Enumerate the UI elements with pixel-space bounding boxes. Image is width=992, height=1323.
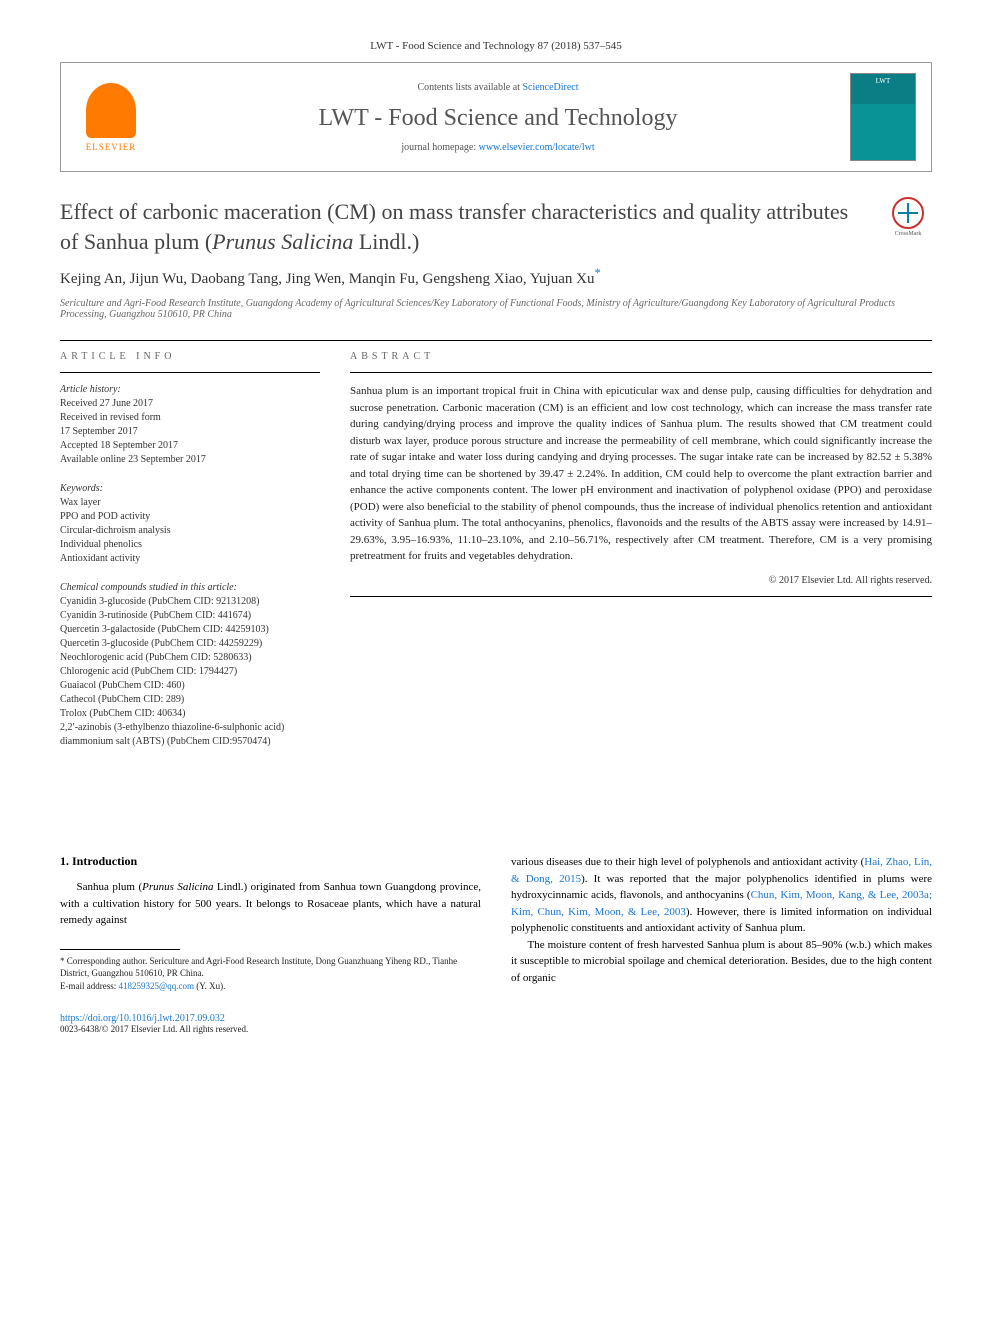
homepage-line: journal homepage: www.elsevier.com/locat… (146, 142, 850, 153)
affiliation: Sericulture and Agri-Food Research Insti… (60, 298, 932, 320)
info-abstract-row: ARTICLE INFO Article history: Received 2… (60, 351, 932, 764)
title-italic: Prunus Salicina (212, 229, 353, 254)
elsevier-logo: ELSEVIER (76, 77, 146, 157)
keyword-item: Individual phenolics (60, 538, 320, 552)
crossmark-badge[interactable]: CrossMark (884, 197, 932, 245)
elsevier-tree-icon (86, 83, 136, 138)
para1-part1: Sanhua plum ( (77, 881, 143, 893)
rule-top (60, 340, 932, 341)
article-title: Effect of carbonic maceration (CM) on ma… (60, 197, 864, 256)
homepage-link[interactable]: www.elsevier.com/locate/lwt (479, 142, 595, 153)
history-block: Article history: Received 27 June 2017 R… (60, 383, 320, 467)
history-item: Received in revised form (60, 411, 320, 425)
keyword-item: Wax layer (60, 496, 320, 510)
masthead-center: Contents lists available at ScienceDirec… (146, 82, 850, 153)
compound-item: Guaiacol (PubChem CID: 460) (60, 679, 320, 693)
compound-item: Cyanidin 3-rutinoside (PubChem CID: 4416… (60, 609, 320, 623)
doi-line: https://doi.org/10.1016/j.lwt.2017.09.03… (60, 1013, 932, 1024)
crossmark-label: CrossMark (895, 231, 922, 237)
section-heading: 1. Introduction (60, 854, 481, 869)
cover-label: LWT (854, 77, 912, 85)
history-item: 17 September 2017 (60, 425, 320, 439)
history-item: Available online 23 September 2017 (60, 453, 320, 467)
abstract-column: ABSTRACT Sanhua plum is an important tro… (350, 351, 932, 764)
publisher-name: ELSEVIER (86, 142, 137, 152)
footnote-separator (60, 949, 180, 950)
intro-paragraph-1: Sanhua plum (Prunus Salicina Lindl.) ori… (60, 879, 481, 929)
citation-header: LWT - Food Science and Technology 87 (20… (60, 40, 932, 52)
doi-link[interactable]: https://doi.org/10.1016/j.lwt.2017.09.03… (60, 1013, 225, 1024)
compound-item: Chlorogenic acid (PubChem CID: 1794427) (60, 665, 320, 679)
article-info-column: ARTICLE INFO Article history: Received 2… (60, 351, 320, 764)
footnote-text: * Corresponding author. Sericulture and … (60, 955, 481, 980)
body-right-column: various diseases due to their high level… (511, 854, 932, 992)
intro-paragraph-2: various diseases due to their high level… (511, 854, 932, 937)
history-item: Accepted 18 September 2017 (60, 439, 320, 453)
abstract-copyright: © 2017 Elsevier Ltd. All rights reserved… (350, 575, 932, 586)
issn-line: 0023-6438/© 2017 Elsevier Ltd. All right… (60, 1024, 932, 1034)
history-item: Received 27 June 2017 (60, 397, 320, 411)
keywords-block: Keywords: Wax layer PPO and POD activity… (60, 482, 320, 566)
compounds-label: Chemical compounds studied in this artic… (60, 581, 320, 595)
title-row: Effect of carbonic maceration (CM) on ma… (60, 197, 932, 256)
body-columns: 1. Introduction Sanhua plum (Prunus Sali… (60, 854, 932, 992)
authors-line: Kejing An, Jijun Wu, Daobang Tang, Jing … (60, 266, 932, 288)
email-suffix: (Y. Xu). (194, 981, 225, 991)
info-rule (60, 372, 320, 373)
body-left-column: 1. Introduction Sanhua plum (Prunus Sali… (60, 854, 481, 992)
intro-paragraph-3: The moisture content of fresh harvested … (511, 937, 932, 987)
history-label: Article history: (60, 383, 320, 397)
journal-name: LWT - Food Science and Technology (146, 105, 850, 132)
compound-item: Quercetin 3-glucoside (PubChem CID: 4425… (60, 637, 320, 651)
email-label: E-mail address: (60, 981, 118, 991)
crossmark-icon (892, 197, 924, 229)
keyword-item: Circular-dichroism analysis (60, 524, 320, 538)
journal-masthead: ELSEVIER Contents lists available at Sci… (60, 62, 932, 172)
para1-italic: Prunus Salicina (142, 881, 213, 893)
compound-item: Quercetin 3-galactoside (PubChem CID: 44… (60, 623, 320, 637)
email-link[interactable]: 418259325@qq.com (118, 981, 194, 991)
compound-item: Cyanidin 3-glucoside (PubChem CID: 92131… (60, 595, 320, 609)
authors-text: Kejing An, Jijun Wu, Daobang Tang, Jing … (60, 271, 594, 287)
keywords-label: Keywords: (60, 482, 320, 496)
corresponding-marker: * (594, 266, 600, 280)
footnote-email-line: E-mail address: 418259325@qq.com (Y. Xu)… (60, 980, 481, 993)
compound-item: Trolox (PubChem CID: 40634) (60, 707, 320, 721)
abstract-bottom-rule (350, 596, 932, 597)
corresponding-footnote: * Corresponding author. Sericulture and … (60, 955, 481, 993)
title-part2: Lindl.) (353, 229, 419, 254)
abstract-text: Sanhua plum is an important tropical fru… (350, 383, 932, 565)
para2-part1: various diseases due to their high level… (511, 856, 864, 868)
homepage-prefix: journal homepage: (401, 142, 478, 153)
journal-cover-thumbnail: LWT (850, 73, 916, 161)
sciencedirect-link[interactable]: ScienceDirect (522, 82, 578, 93)
compound-item: 2,2′-azinobis (3-ethylbenzo thiazoline-6… (60, 721, 320, 749)
compound-item: Cathecol (PubChem CID: 289) (60, 693, 320, 707)
compound-item: Neochlorogenic acid (PubChem CID: 528063… (60, 651, 320, 665)
contents-line: Contents lists available at ScienceDirec… (146, 82, 850, 93)
title-part1: Effect of carbonic maceration (CM) on ma… (60, 199, 848, 254)
cover-title: LWT (851, 74, 915, 104)
article-info-heading: ARTICLE INFO (60, 351, 320, 362)
abstract-rule (350, 372, 932, 373)
abstract-heading: ABSTRACT (350, 351, 932, 362)
contents-prefix: Contents lists available at (417, 82, 522, 93)
keyword-item: PPO and POD activity (60, 510, 320, 524)
keyword-item: Antioxidant activity (60, 552, 320, 566)
compounds-block: Chemical compounds studied in this artic… (60, 581, 320, 749)
